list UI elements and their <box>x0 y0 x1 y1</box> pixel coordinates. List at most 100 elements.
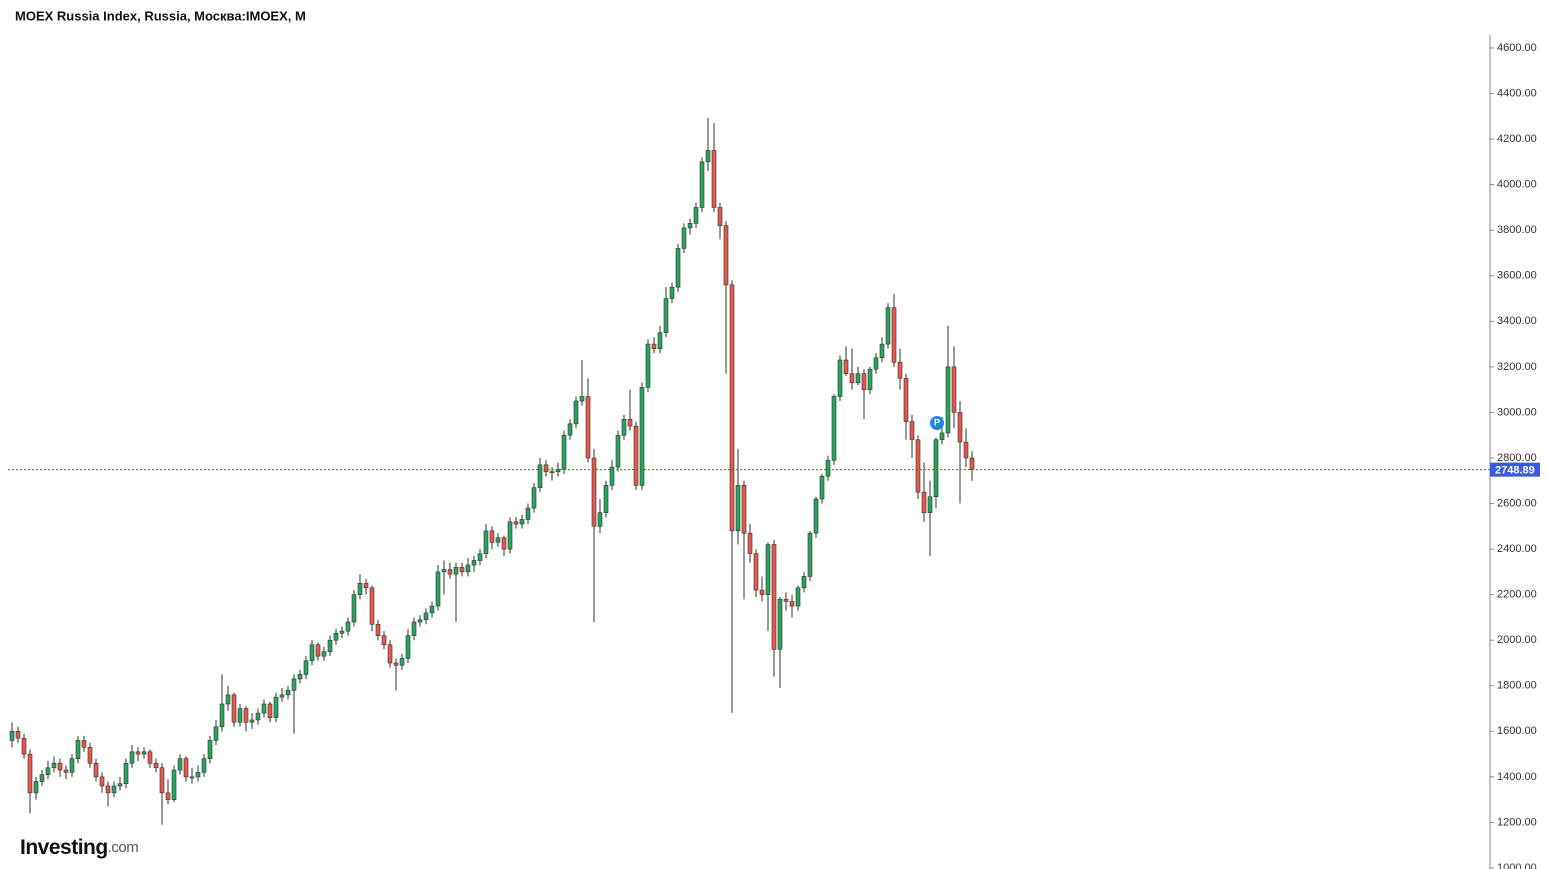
candle-body <box>513 521 519 525</box>
candle-body <box>771 544 777 650</box>
candle-body <box>897 362 903 379</box>
candle-body <box>519 519 525 525</box>
candle-body <box>603 485 609 513</box>
logo: Investing.com <box>20 836 138 859</box>
candle-body <box>717 207 723 226</box>
candle-body <box>639 387 645 486</box>
candle-body <box>873 357 879 370</box>
candle-body <box>825 459 831 477</box>
candle-body <box>777 598 783 650</box>
candle-body <box>675 248 681 288</box>
candle-body <box>39 774 45 782</box>
candle-body <box>249 719 255 723</box>
candle-body <box>789 601 795 607</box>
candle-body <box>33 781 39 794</box>
candle-body <box>933 439 939 498</box>
candle-body <box>261 703 267 714</box>
last-price-label: 2748.89 <box>1495 465 1535 477</box>
candle-body <box>927 496 933 513</box>
candle-body <box>891 307 897 363</box>
y-tick-label: 2800.00 <box>1497 452 1537 464</box>
candle-body <box>345 621 351 632</box>
candle-body <box>477 553 483 561</box>
y-tick-label: 1400.00 <box>1497 771 1537 783</box>
event-marker <box>930 416 944 430</box>
candle-body <box>561 434 567 470</box>
candle-body <box>579 396 585 402</box>
candle-body <box>207 740 213 759</box>
candle-body <box>171 769 177 800</box>
candle-body <box>495 537 501 543</box>
candle-body <box>327 639 333 652</box>
candle-body <box>387 644 393 664</box>
candle-body <box>645 343 651 388</box>
y-tick-label: 2000.00 <box>1497 634 1537 646</box>
candle-body <box>303 660 309 675</box>
y-tick-label: 4200.00 <box>1497 133 1537 145</box>
last-price-box <box>1490 462 1540 477</box>
y-tick-label: 2600.00 <box>1497 497 1537 509</box>
candle-body <box>117 783 123 787</box>
candle-body <box>315 644 321 657</box>
candle-body <box>759 589 765 595</box>
candle-body <box>801 576 807 589</box>
candle-body <box>813 498 819 534</box>
candle-body <box>843 359 849 375</box>
candle-body <box>741 485 747 534</box>
candle-body <box>75 740 81 759</box>
candle-body <box>537 464 543 488</box>
candle-body <box>435 571 441 607</box>
y-tick-label: 1200.00 <box>1497 816 1537 828</box>
candle-body <box>663 298 669 334</box>
candle-body <box>393 662 399 666</box>
candle-body <box>459 567 465 573</box>
candle-body <box>273 696 279 718</box>
candle-body <box>129 751 135 764</box>
logo-suffix: .com <box>108 839 139 856</box>
candle-body <box>147 751 153 764</box>
candle-body <box>945 366 951 434</box>
candle-body <box>711 150 717 208</box>
candle-body <box>237 708 243 723</box>
candle-body <box>51 762 57 769</box>
candle-body <box>729 284 735 532</box>
candle-body <box>525 507 531 520</box>
event-marker-label: P <box>934 417 940 427</box>
candle-body <box>429 605 435 614</box>
candle-body <box>699 161 705 208</box>
candle-body <box>321 651 327 657</box>
candle-body <box>279 694 285 698</box>
candle-body <box>441 569 447 573</box>
candle-body <box>849 373 855 384</box>
candle-body <box>285 690 291 696</box>
candle-body <box>915 439 921 493</box>
candle-body <box>819 475 825 500</box>
y-tick-label: 1600.00 <box>1497 725 1537 737</box>
candle-body <box>747 532 753 554</box>
candle-body <box>165 792 171 800</box>
candle-body <box>291 678 297 691</box>
candle-body <box>177 758 183 771</box>
candle-body <box>627 418 633 427</box>
candle-body <box>681 227 687 249</box>
candle-body <box>357 582 363 595</box>
candle-body <box>123 762 129 785</box>
candle-body <box>867 368 873 390</box>
candle-body <box>939 432 945 441</box>
candle-body <box>375 623 381 636</box>
candle-body <box>105 785 111 794</box>
y-tick-label: 2400.00 <box>1497 543 1537 555</box>
candle-body <box>837 359 843 397</box>
y-tick-label: 2200.00 <box>1497 589 1537 601</box>
chart-title: MOEX Russia Index, Russia, Москва:IMOEX,… <box>15 8 306 23</box>
candle-body <box>399 658 405 666</box>
candle-body <box>807 532 813 577</box>
candle-body <box>471 560 477 566</box>
candle-body <box>111 785 117 794</box>
candle-body <box>453 567 459 575</box>
candle-body <box>231 694 237 723</box>
candle-body <box>573 400 579 425</box>
candle-body <box>225 694 231 705</box>
candle-body <box>447 569 453 575</box>
candle-body <box>297 674 303 680</box>
